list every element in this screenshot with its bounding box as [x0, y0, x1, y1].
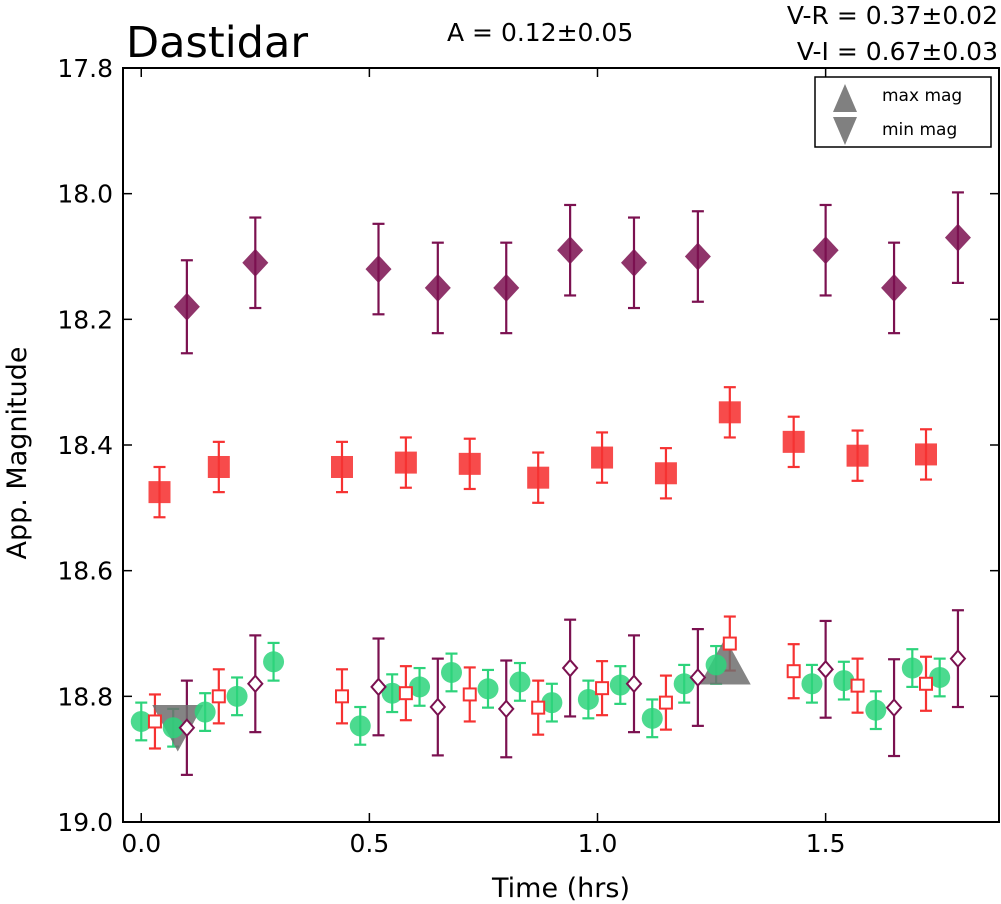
data-point-circle: [409, 676, 431, 698]
data-point-square: [394, 451, 417, 474]
data-point-open-square: [919, 676, 933, 691]
data-point-diamond: [684, 242, 711, 271]
legend: max mag min mag: [814, 76, 992, 148]
data-point-circle: [194, 701, 216, 723]
data-point-open-square: [147, 714, 162, 729]
data-point-open-square: [850, 678, 865, 693]
data-point-circle: [641, 707, 663, 729]
data-point-diamond: [944, 223, 971, 252]
legend-max-mag-marker: [833, 84, 857, 112]
data-point-square: [331, 455, 353, 478]
x-tick-label: 1.0: [578, 829, 618, 858]
data-point-circle: [609, 674, 631, 696]
data-point-circle: [929, 666, 951, 688]
data-point-circle: [130, 710, 152, 732]
data-point-open-square: [211, 689, 226, 704]
data-point-circle: [381, 682, 403, 704]
legend-label-max-mag: max mag: [882, 86, 962, 106]
legend-min-mag-marker: [833, 117, 857, 145]
legend-label-min-mag: min mag: [882, 120, 957, 140]
plot-frame: [122, 67, 1000, 823]
data-point-circle: [901, 657, 923, 679]
data-point-open-diamond: [949, 649, 967, 669]
x-tick-label: 0.0: [121, 829, 161, 858]
data-point-square: [148, 481, 171, 504]
data-point-open-diamond: [429, 697, 447, 717]
data-point-open-square: [595, 681, 610, 696]
data-point-circle: [509, 671, 531, 693]
v-r-color-annotation: V-R = 0.37±0.02: [787, 1, 998, 30]
data-point-diamond: [557, 236, 584, 265]
x-tick-label: 1.5: [806, 829, 846, 858]
data-point-circle: [263, 651, 285, 673]
data-point-circle: [801, 673, 823, 695]
data-point-circle: [226, 685, 248, 707]
data-point-circle: [865, 699, 887, 721]
data-point-open-square: [722, 636, 737, 651]
data-point-open-square: [786, 664, 801, 679]
data-point-open-square: [398, 686, 413, 701]
data-point-square: [458, 452, 481, 475]
data-point-open-square: [462, 687, 477, 702]
y-tick-label: 18.8: [57, 682, 113, 711]
y-tick-label: 18.6: [57, 557, 113, 586]
data-point-diamond: [424, 273, 451, 302]
data-point-open-square: [531, 700, 546, 715]
x-tick-label: 0.5: [349, 829, 389, 858]
data-point-square: [782, 430, 805, 453]
data-point-circle: [705, 654, 727, 676]
data-point-square: [718, 401, 741, 424]
data-point-diamond: [173, 292, 200, 321]
data-point-circle: [441, 661, 462, 683]
x-axis-label: Time (hrs): [491, 873, 630, 904]
data-point-square: [527, 466, 550, 489]
data-point-circle: [349, 715, 371, 737]
y-tick-label: 19.0: [57, 808, 113, 837]
data-point-square: [591, 446, 614, 469]
data-point-square: [915, 443, 937, 466]
amplitude-annotation: A = 0.12±0.05: [447, 18, 633, 47]
y-axis-label: App. Magnitude: [2, 347, 33, 560]
data-point-open-diamond: [689, 667, 707, 688]
data-point-diamond: [621, 248, 647, 277]
data-point-circle: [162, 717, 184, 739]
data-point-diamond: [812, 236, 839, 265]
data-point-open-diamond: [817, 659, 834, 679]
data-point-square: [654, 462, 677, 485]
data-point-circle: [541, 692, 563, 714]
data-point-open-diamond: [625, 674, 643, 694]
chart-title: Dastidar: [126, 18, 308, 68]
data-point-circle: [477, 678, 499, 700]
v-i-color-annotation: V-I = 0.67±0.03: [797, 37, 998, 66]
data-markers: [130, 223, 971, 752]
data-point-circle: [833, 670, 855, 692]
data-point-open-diamond: [561, 658, 579, 678]
data-point-circle: [673, 673, 695, 695]
y-tick-label: 18.2: [57, 305, 113, 334]
data-point-open-diamond: [370, 677, 387, 697]
data-point-open-diamond: [497, 699, 515, 719]
data-point-square: [207, 455, 230, 478]
data-point-circle: [577, 688, 599, 710]
data-point-open-diamond: [885, 698, 903, 718]
data-point-diamond: [493, 273, 520, 302]
data-point-square: [846, 444, 869, 467]
data-point-diamond: [881, 273, 908, 302]
data-point-open-diamond: [178, 718, 196, 738]
y-tick-label: 18.4: [57, 431, 113, 460]
y-tick-label: 17.8: [57, 54, 113, 83]
data-point-open-diamond: [246, 674, 264, 694]
data-point-open-square: [335, 689, 349, 704]
data-point-diamond: [365, 255, 392, 284]
data-point-open-square: [658, 695, 673, 710]
axis-ticks: 0.0 0.5 1.0 1.5 17.8 18.0 18.2 18.4 18.6 18.8 19.0: [57, 54, 999, 858]
y-tick-label: 18.0: [57, 180, 113, 209]
data-point-diamond: [242, 248, 269, 277]
